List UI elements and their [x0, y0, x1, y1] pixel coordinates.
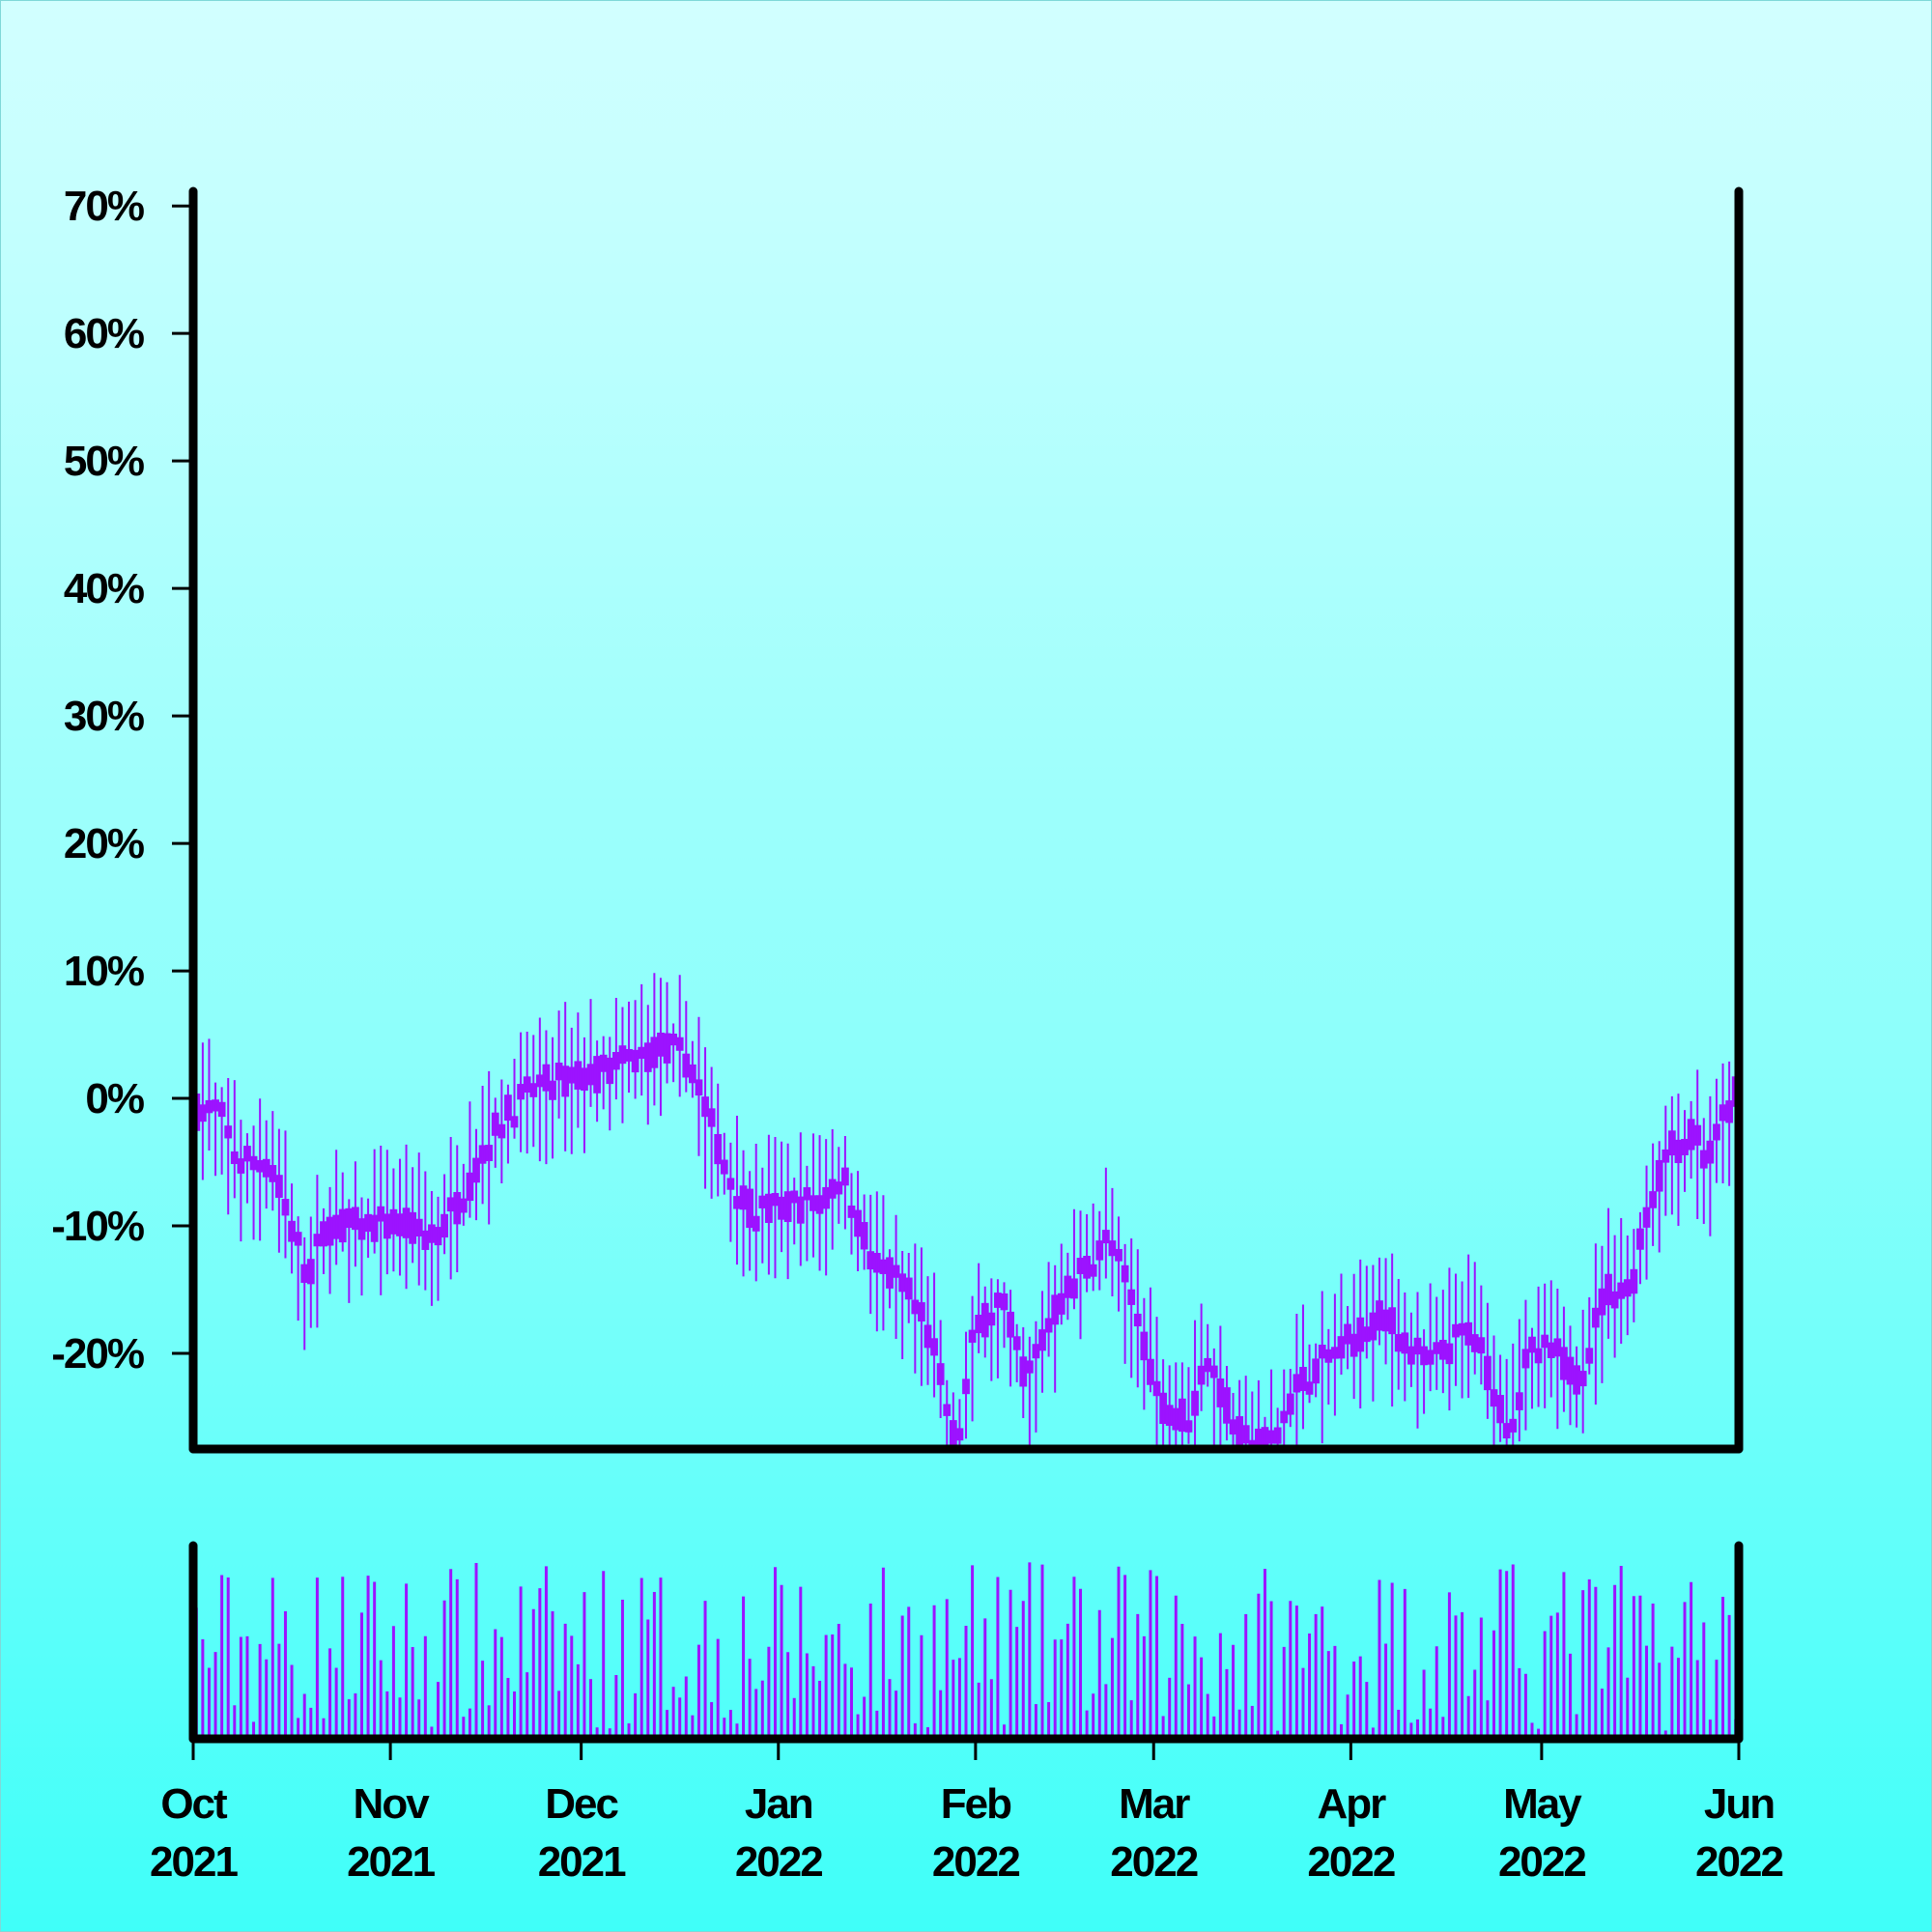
x-tick-year: 2022 [1307, 1838, 1394, 1886]
x-tick-month: Dec [545, 1780, 618, 1828]
y-tick-label: 20% [64, 820, 144, 867]
y-tick-label: 0% [85, 1075, 143, 1122]
x-axis-ticks: Oct 2021 Nov 2021 Dec 2021 Jan 2022 Feb 2022 Mar 20… [150, 1739, 1784, 1886]
price-wicks [195, 973, 1737, 1449]
x-tick-month: Nov [354, 1780, 431, 1828]
x-tick-year: 2021 [150, 1838, 238, 1886]
y-tick-label: -20% [51, 1330, 144, 1378]
x-tick-month: May [1503, 1780, 1582, 1828]
x-tick-month: Feb [941, 1780, 1011, 1828]
y-tick-label: 30% [64, 693, 144, 740]
x-tick-year: 2021 [347, 1838, 435, 1886]
x-tick-year: 2021 [538, 1838, 626, 1886]
axes [188, 186, 1744, 1744]
y-tick-label: 70% [64, 183, 144, 230]
y-tick-label: 50% [64, 438, 144, 485]
x-tick-year: 2022 [735, 1838, 822, 1886]
x-tick-month: Jun [1704, 1780, 1774, 1828]
y-tick-label: 40% [64, 565, 144, 612]
x-tick-month: Mar [1119, 1780, 1190, 1828]
x-tick-year: 2022 [1695, 1838, 1782, 1886]
x-tick-year: 2022 [932, 1838, 1019, 1886]
y-tick-label: 60% [64, 310, 144, 357]
x-tick-year: 2022 [1110, 1838, 1197, 1886]
y-axis-ticks: -20% -10% 0% 10% 20% 30% 40% 50% 60% 70% [51, 183, 193, 1378]
x-tick-year: 2022 [1498, 1838, 1585, 1886]
volume-bars [194, 1562, 1738, 1739]
x-tick-month: Apr [1317, 1780, 1386, 1828]
y-tick-label: -10% [51, 1203, 144, 1250]
x-tick-month: Oct [160, 1780, 228, 1828]
y-tick-label: 10% [64, 948, 144, 995]
x-tick-month: Jan [745, 1780, 812, 1828]
